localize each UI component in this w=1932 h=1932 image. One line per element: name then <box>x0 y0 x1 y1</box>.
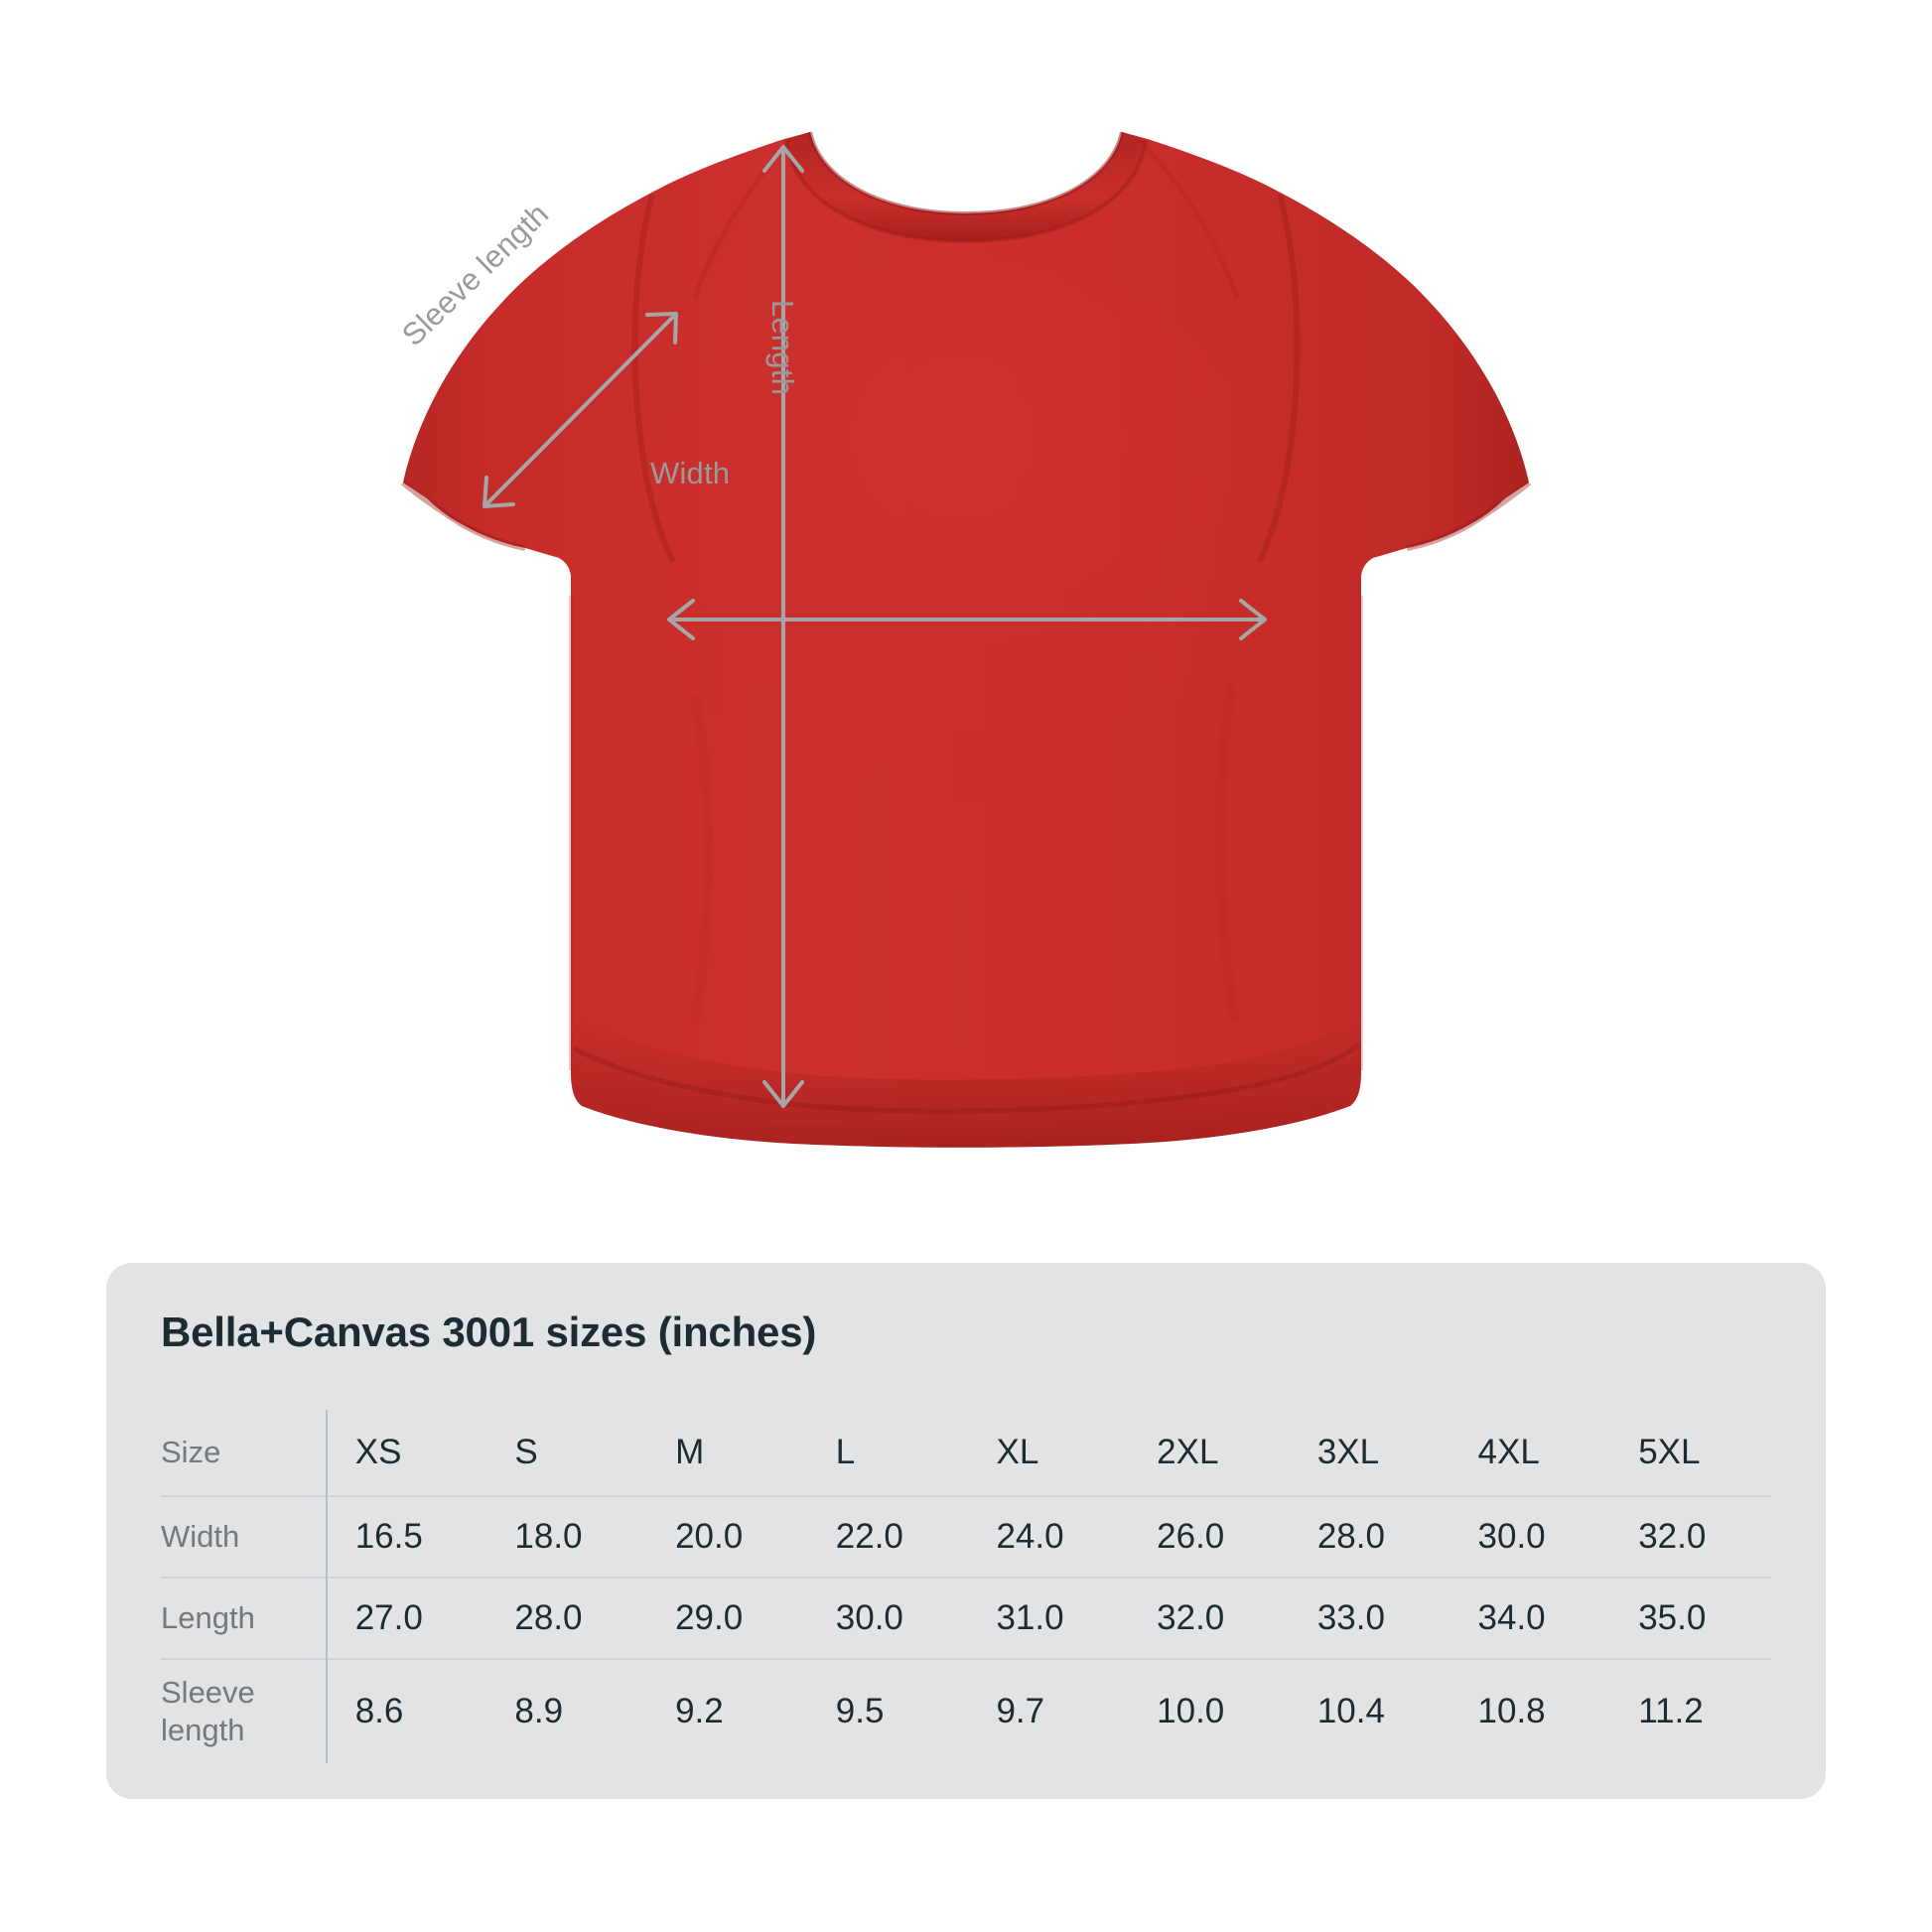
collar-ribbing <box>786 132 1146 241</box>
cell-width-xl: 24.0 <box>968 1495 1130 1578</box>
cell-width-s: 18.0 <box>486 1495 648 1578</box>
cell-width-5xl: 32.0 <box>1610 1495 1771 1578</box>
cell-sleeve-length-l: 9.5 <box>807 1658 969 1763</box>
armhole-seam-left <box>631 194 676 564</box>
cell-length-l: 30.0 <box>807 1577 969 1659</box>
cell-sleeve-length-xs: 8.6 <box>325 1658 487 1763</box>
fabric-fold-2 <box>1214 684 1240 1024</box>
cell-length-2xl: 32.0 <box>1129 1577 1290 1659</box>
cell-width-m: 20.0 <box>647 1495 808 1578</box>
size-chart-table: Size XS S M L XL 2XL 3XL 4XL 5XL Width 1… <box>161 1410 1771 1763</box>
width-label: Width <box>650 456 731 490</box>
header-size-4xl: 4XL <box>1477 1433 1540 1471</box>
cell-length-s: 28.0 <box>486 1577 648 1659</box>
header-size-3xl: 3XL <box>1316 1433 1380 1471</box>
armhole-seam-right <box>1256 194 1301 564</box>
cell-sleeve-length-s: 8.9 <box>486 1658 648 1763</box>
tshirt-body <box>401 131 1531 1148</box>
width-dimension-arrow <box>667 599 1267 640</box>
table-row-width: Width 16.5 18.0 20.0 22.0 24.0 26.0 28.0… <box>161 1495 1771 1578</box>
sleeve-length-dimension-arrow <box>483 312 678 508</box>
cell-length-m: 29.0 <box>647 1577 808 1659</box>
table-row-sleeve-length: Sleeve length 8.6 8.9 9.2 9.5 9.7 10.0 1… <box>161 1658 1771 1763</box>
size-chart-title: Bella+Canvas 3001 sizes (inches) <box>161 1309 817 1355</box>
shoulder-seam-right <box>1141 142 1240 299</box>
sleeve-arrow-shaft <box>484 314 676 506</box>
cell-width-2xl: 26.0 <box>1129 1495 1290 1578</box>
cell-width-xs: 16.5 <box>325 1495 487 1578</box>
length-label: Length <box>765 300 800 396</box>
cell-width-3xl: 28.0 <box>1289 1495 1450 1578</box>
length-dimension-arrow <box>762 145 804 1108</box>
sleeve-hem-left <box>401 480 526 551</box>
header-size-m: M <box>675 1433 705 1471</box>
cell-length-3xl: 33.0 <box>1289 1577 1450 1659</box>
chest-highlight <box>638 258 1294 854</box>
header-size-l: L <box>835 1433 856 1471</box>
cell-length-5xl: 35.0 <box>1610 1577 1771 1659</box>
cell-sleeve-length-3xl: 10.4 <box>1289 1658 1450 1763</box>
size-chart-card: Bella+Canvas 3001 sizes (inches) Size XS… <box>106 1263 1826 1799</box>
header-size-s: S <box>514 1433 538 1471</box>
table-header-row: Size XS S M L XL 2XL 3XL 4XL 5XL <box>161 1410 1771 1496</box>
cell-length-xs: 27.0 <box>325 1577 487 1659</box>
length-arrowhead-bottom <box>762 1080 804 1108</box>
width-arrowhead-right <box>1239 599 1267 640</box>
header-size-label: Size <box>161 1435 221 1469</box>
header-size-5xl: 5XL <box>1638 1433 1701 1471</box>
fabric-fold-1 <box>690 694 714 1024</box>
header-size-xl: XL <box>996 1433 1039 1471</box>
row-label-width: Width <box>161 1495 327 1578</box>
sleeve-hem-right <box>1406 480 1531 551</box>
collar-seam-outer <box>784 139 1148 244</box>
table-row-length: Length 27.0 28.0 29.0 30.0 31.0 32.0 33.… <box>161 1577 1771 1659</box>
tshirt-illustration <box>401 131 1531 1148</box>
bottom-hem-shading <box>571 1013 1361 1148</box>
hem-stitch-line <box>572 1042 1361 1114</box>
cell-sleeve-length-2xl: 10.0 <box>1129 1658 1290 1763</box>
measurement-annotations <box>483 145 1267 1108</box>
cell-length-4xl: 34.0 <box>1449 1577 1611 1659</box>
row-label-length: Length <box>161 1577 327 1659</box>
cell-sleeve-length-m: 9.2 <box>647 1658 808 1763</box>
cell-sleeve-length-xl: 9.7 <box>968 1658 1130 1763</box>
fabric-fold-3 <box>946 873 966 1063</box>
cell-width-l: 22.0 <box>807 1495 969 1578</box>
collar-seam-inner <box>808 131 1124 216</box>
sleeve-arrowhead-lower <box>483 476 515 508</box>
cell-length-xl: 31.0 <box>968 1577 1130 1659</box>
header-size-xs: XS <box>325 1410 487 1496</box>
length-arrowhead-top <box>762 145 804 173</box>
cell-sleeve-length-5xl: 11.2 <box>1610 1658 1771 1763</box>
cell-width-4xl: 30.0 <box>1449 1495 1611 1578</box>
cell-sleeve-length-4xl: 10.8 <box>1449 1658 1611 1763</box>
header-size-2xl: 2XL <box>1157 1433 1219 1471</box>
product-figure: Sleeve length Length Width <box>395 131 1531 1148</box>
row-label-sleeve-length: Sleeve length <box>161 1658 327 1763</box>
width-arrowhead-left <box>667 599 695 640</box>
sleeve-arrowhead-upper <box>645 312 678 345</box>
